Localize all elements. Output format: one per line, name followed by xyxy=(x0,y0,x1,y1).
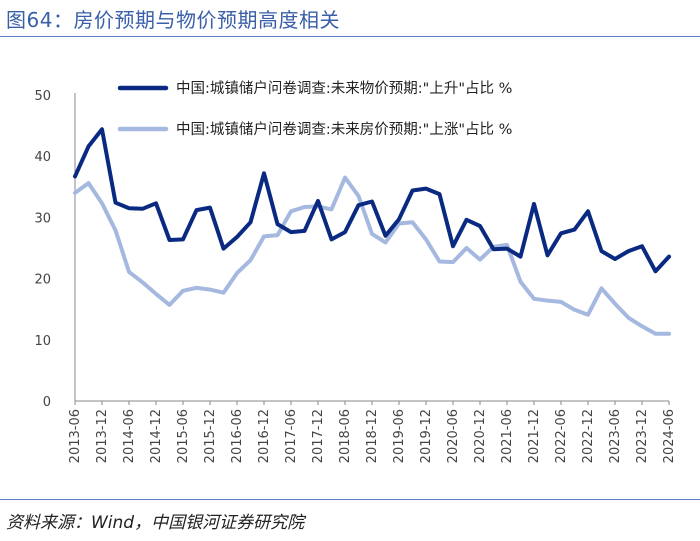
x-tick-label: 2019-06 xyxy=(392,409,407,463)
series-line-price-expectation xyxy=(73,127,671,274)
source-note: 资料来源：Wind，中国银河证券研究院 xyxy=(6,513,305,533)
x-tick-label: 2018-06 xyxy=(338,409,353,463)
x-tick-label: 2023-12 xyxy=(635,409,650,463)
x-tick-label: 2016-12 xyxy=(257,409,272,463)
x-tick-labels: 2013-06 2013-12 2014-06 2014-12 2015-06 2015-… xyxy=(68,401,677,463)
legend-label: 中国:城镇储户问卷调查:未来房价预期:"上涨"占比 % xyxy=(176,121,512,138)
line-chart: 0 10 20 30 40 50 2013-06 2013-12 2014-06 2014-12… xyxy=(34,80,677,463)
x-tick-label: 2022-06 xyxy=(554,409,569,463)
y-tick-labels: 0 10 20 30 40 50 xyxy=(34,89,51,410)
legend: 中国:城镇储户问卷调查:未来物价预期:"上升"占比 % 中国:城镇储户问卷调查:未… xyxy=(117,80,512,138)
x-tick-label: 2020-12 xyxy=(473,409,488,463)
x-tick-label: 2024-06 xyxy=(662,409,677,463)
x-tick-label: 2014-12 xyxy=(149,409,164,463)
y-tick-label: 0 xyxy=(43,395,51,410)
y-tick-label: 30 xyxy=(34,211,51,226)
x-tick-label: 2017-12 xyxy=(311,409,326,463)
x-tick-label: 2023-06 xyxy=(608,409,623,463)
y-tick-label: 20 xyxy=(34,273,51,288)
x-tick-label: 2013-06 xyxy=(68,409,83,463)
footer-divider xyxy=(0,499,700,500)
x-tick-label: 2022-12 xyxy=(581,409,596,463)
x-tick-label: 2016-06 xyxy=(230,409,245,463)
y-tick-label: 40 xyxy=(34,150,51,165)
x-tick-label: 2020-06 xyxy=(446,409,461,463)
axes xyxy=(74,93,669,402)
x-tick-label: 2013-12 xyxy=(95,409,110,463)
y-tick-label: 10 xyxy=(34,334,51,349)
series-lines xyxy=(73,127,671,336)
x-tick-label: 2021-12 xyxy=(527,409,542,463)
x-tick-label: 2015-06 xyxy=(176,409,191,463)
x-tick-label: 2021-06 xyxy=(500,409,515,463)
y-tick-label: 50 xyxy=(34,89,51,104)
legend-label: 中国:城镇储户问卷调查:未来物价预期:"上升"占比 % xyxy=(176,80,512,97)
series-line-housing-expectation xyxy=(73,175,671,336)
figure-title: 图64：房价预期与物价预期高度相关 xyxy=(6,8,340,32)
x-tick-label: 2017-06 xyxy=(284,409,299,463)
x-tick-label: 2018-12 xyxy=(365,409,380,463)
x-tick-label: 2015-12 xyxy=(203,409,218,463)
title-divider xyxy=(0,36,700,37)
x-tick-label: 2019-12 xyxy=(419,409,434,463)
x-tick-label: 2014-06 xyxy=(122,409,137,463)
